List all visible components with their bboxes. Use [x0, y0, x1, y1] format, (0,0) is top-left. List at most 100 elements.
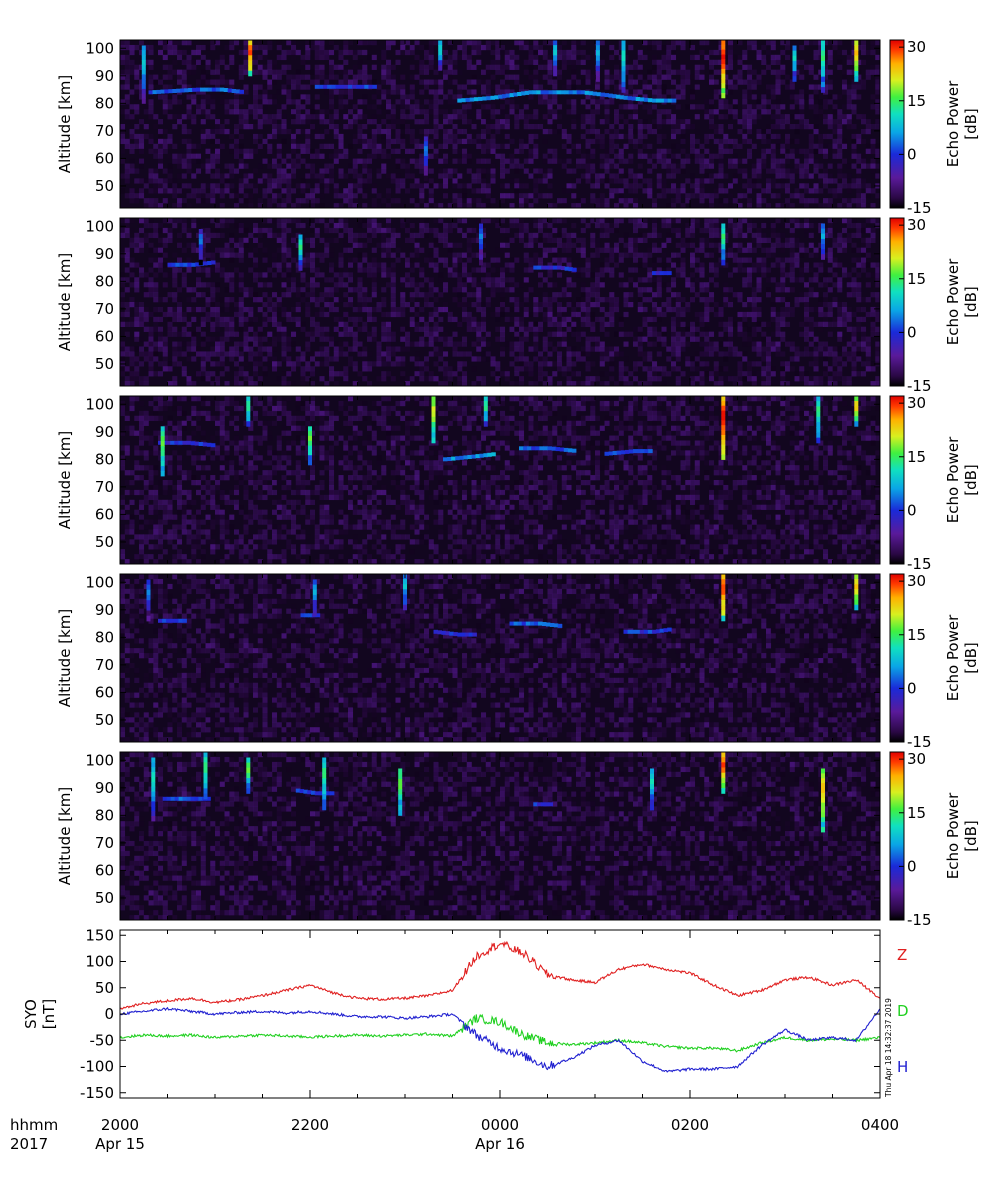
echo-cell [312, 579, 317, 586]
echo-cell [423, 160, 428, 167]
echo-layer [314, 84, 377, 89]
echo-cell [854, 579, 859, 585]
echo-cell [721, 54, 726, 60]
echo-cell [315, 613, 321, 618]
echo-cell [821, 812, 825, 818]
echo-cell [423, 146, 428, 152]
echo-cell [604, 451, 609, 456]
y-tick-label: 80 [95, 806, 114, 824]
echo-cell [479, 254, 483, 261]
echo-cell [172, 89, 177, 93]
echo-cell [821, 778, 825, 784]
echo-cell [621, 71, 626, 78]
echo-cell [160, 441, 165, 447]
echo-cell [816, 422, 821, 428]
colorbar-label: [dB] [962, 642, 980, 674]
echo-cell [559, 447, 565, 452]
echo-cell [663, 98, 669, 103]
echo-cell [821, 822, 825, 828]
echo-cell [146, 605, 151, 611]
y-tick-label: 100 [85, 573, 114, 591]
legend-Z: Z [897, 946, 907, 964]
echo-cell [854, 604, 859, 611]
series-Z-line [119, 940, 881, 1010]
echo-cell [854, 50, 859, 56]
echo-cell [438, 45, 443, 51]
echo-cell [322, 762, 327, 769]
echo-cell [207, 87, 213, 92]
echo-cell [721, 594, 726, 601]
echo-cell [721, 228, 726, 235]
echo-cell [721, 73, 726, 79]
echo-cell [854, 45, 859, 51]
echo-cell [298, 249, 303, 256]
echo-cell [312, 589, 317, 596]
colorbar-tick-label: -15 [907, 199, 932, 217]
echo-cell [721, 64, 726, 70]
echo-cell [557, 265, 562, 270]
echo-cell [403, 599, 407, 606]
echo-cell [639, 97, 645, 102]
echo-cell [431, 396, 436, 402]
x-tick-label: 0400 [861, 1116, 899, 1134]
echo-cell [517, 92, 522, 96]
echo-cell [624, 449, 630, 454]
echo-cell [298, 234, 303, 241]
legend-H: H [897, 1058, 908, 1076]
echo-cell [457, 98, 462, 103]
echo-column [821, 768, 825, 833]
echo-cell [200, 87, 205, 92]
echo-cell [203, 752, 208, 758]
echo-cell [542, 622, 547, 626]
mag-background [120, 930, 880, 1098]
echo-cell [854, 60, 859, 67]
echo-cell [628, 449, 634, 454]
echo-cell [203, 767, 208, 774]
echo-cell [151, 762, 156, 768]
echo-cell [455, 456, 460, 461]
echo-cell [721, 93, 726, 99]
echo-cell [178, 618, 183, 623]
echo-cell [160, 466, 165, 472]
echo-cell [540, 802, 546, 807]
echo-cell [821, 238, 825, 245]
echo-cell [633, 449, 638, 454]
echo-cell [465, 97, 471, 102]
echo-cell [198, 259, 203, 266]
echo-cell [151, 796, 156, 802]
echo-cell [312, 594, 317, 601]
echo-column [621, 40, 626, 93]
colorbar-tick-label: 0 [907, 679, 917, 697]
echo-cell [171, 262, 176, 267]
echo-cell [650, 789, 654, 795]
echo-cell [239, 89, 244, 94]
echo-cell [721, 600, 726, 606]
echo-cell [553, 50, 558, 56]
echo-cell [650, 804, 654, 811]
echo-cell [854, 71, 859, 77]
echo-cell [182, 440, 187, 445]
echo-cell [721, 40, 726, 46]
echo-cell [398, 778, 403, 785]
echo-cell [322, 757, 327, 764]
echo-cell [640, 449, 646, 454]
echo-cell [298, 255, 303, 261]
echo-cell [544, 802, 550, 807]
echo-cell [479, 249, 483, 255]
echo-cell [551, 446, 557, 451]
echo-cell [854, 584, 859, 590]
y-tick-label: 90 [95, 245, 114, 263]
echo-cell [141, 55, 146, 61]
echo-cell [529, 621, 535, 626]
echo-cell [194, 796, 199, 801]
echo-cell [438, 50, 443, 56]
y-tick-label: 100 [85, 39, 114, 57]
echo-cell [721, 439, 726, 446]
echo-cell [160, 456, 165, 462]
echo-column [322, 757, 327, 811]
echo-cell [160, 470, 165, 477]
echo-cell [160, 461, 165, 467]
echo-layer [443, 452, 496, 462]
colorbar [890, 396, 904, 564]
echo-cell [431, 411, 436, 418]
